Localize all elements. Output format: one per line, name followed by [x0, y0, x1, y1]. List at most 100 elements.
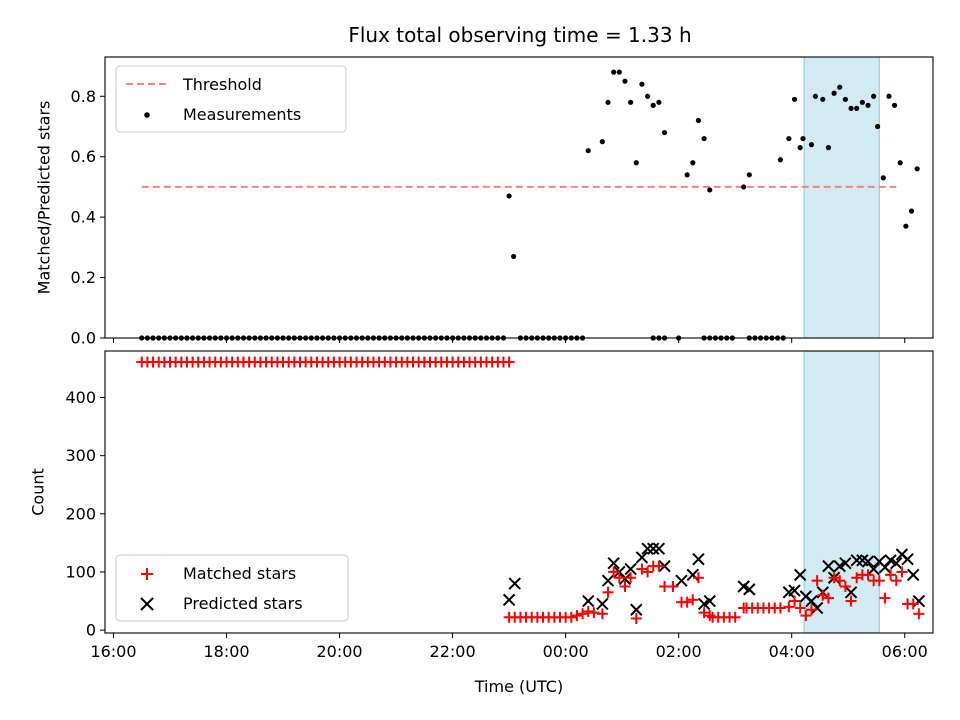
- matched-star-point: [636, 563, 648, 575]
- measurement-point: [908, 208, 915, 214]
- matched-star-point: [602, 586, 614, 598]
- predicted-star-point: [788, 584, 801, 597]
- matched-star-point: [896, 566, 908, 578]
- matched-star-point: [571, 610, 583, 622]
- predicted-star-point: [907, 568, 920, 582]
- y-tick-label: 400: [65, 388, 96, 407]
- matched-star-point: [681, 596, 693, 608]
- ratio-legend-box: [115, 65, 347, 133]
- x-tick-label: 00:00: [543, 642, 589, 661]
- measurement-point: [684, 172, 690, 178]
- matched-star-point: [774, 602, 786, 614]
- measurement-point: [701, 135, 707, 142]
- measurement-point: [644, 93, 651, 99]
- measurement-point: [695, 117, 702, 124]
- matched-star-point: [704, 610, 716, 622]
- matched-star-point: [577, 608, 589, 620]
- matched-star-point: [608, 566, 620, 578]
- measurement-point: [854, 105, 860, 111]
- y-tick-label: 0.8: [71, 87, 96, 106]
- predicted-star-point: [652, 542, 666, 555]
- matched-star-point: [913, 608, 925, 620]
- predicted-star-point: [793, 568, 807, 582]
- matched-star-point: [811, 575, 823, 587]
- matched-star-point: [582, 605, 594, 617]
- predicted-star-point: [630, 603, 643, 616]
- measurement-point: [786, 135, 792, 142]
- matched-star-point: [698, 607, 710, 619]
- matched-star-point: [738, 602, 750, 614]
- count-legend: Matched stars Predicted stars: [115, 554, 349, 622]
- matched-legend-swatch: [141, 568, 153, 580]
- measurement-point: [656, 99, 662, 105]
- matched-star-point: [783, 601, 795, 613]
- y-tick-label: 0.4: [71, 208, 96, 227]
- matched-star-point: [890, 575, 902, 587]
- measurement-point: [859, 99, 865, 105]
- observing-window-span: [803, 56, 880, 339]
- predicted-star-point: [607, 557, 620, 570]
- count-panel: 0 100 200 300 400 16:00 18:00 20:00 22:00 00:00 0…: [29, 350, 934, 696]
- x-tick-label: 22:00: [430, 642, 476, 661]
- measurement-point: [628, 99, 634, 105]
- matched-star-point: [503, 356, 515, 368]
- y-tick-label: 0.0: [71, 329, 96, 348]
- measurement-point: [633, 160, 639, 166]
- predicted-star-point: [601, 574, 615, 587]
- predicted-star-point: [839, 557, 852, 570]
- matched-star-point: [805, 604, 817, 616]
- measurement-point: [599, 139, 605, 145]
- x-tick-label: 02:00: [656, 642, 702, 661]
- predicted-legend-swatch: [140, 597, 154, 611]
- measurement-point: [800, 135, 806, 142]
- predicted-star-point: [867, 562, 880, 576]
- matched-star-point: [687, 594, 699, 606]
- x-tick-label: 04:00: [769, 642, 815, 661]
- predicted-star-point: [844, 586, 858, 599]
- measurements-legend-swatch: [144, 112, 150, 118]
- predicted-star-point: [861, 555, 875, 568]
- predicted-star-point: [703, 594, 716, 608]
- predicted-star-point: [641, 542, 654, 555]
- matched-star-point: [817, 589, 829, 601]
- ratio-y-axis-label: Matched/Predicted stars: [35, 101, 54, 295]
- measurement-point: [690, 160, 696, 166]
- measurement-point: [777, 157, 783, 163]
- measurement-point: [831, 90, 837, 96]
- predicted-star-point: [596, 597, 609, 611]
- matched-star-point: [794, 602, 806, 614]
- measurement-point: [741, 184, 747, 190]
- matched-star-point: [642, 566, 654, 578]
- predicted-star-point: [901, 552, 914, 566]
- x-tick-label: 06:00: [882, 642, 928, 661]
- predicted-star-point: [890, 557, 903, 570]
- predicted-star-point: [508, 577, 521, 590]
- measurement-point: [848, 105, 854, 111]
- matched-star-point: [800, 610, 812, 622]
- x-tick-label: 18:00: [203, 642, 249, 661]
- measurement-point: [812, 93, 819, 99]
- matched-star-point: [667, 580, 679, 592]
- measurement-point: [506, 193, 512, 199]
- measurement-point: [903, 223, 909, 229]
- measurement-point: [622, 78, 628, 84]
- matched-star-point: [885, 569, 897, 581]
- measurement-point: [797, 145, 803, 151]
- matched-star-point: [619, 580, 631, 592]
- measurement-point: [865, 102, 871, 108]
- predicted-star-point: [658, 559, 671, 573]
- predicted-star-point: [582, 594, 595, 608]
- predicted-star-point: [618, 572, 632, 586]
- measurement-point: [585, 148, 591, 154]
- predicted-star-point: [647, 542, 660, 555]
- matched-star-point: [839, 580, 851, 592]
- measurement-point: [891, 102, 898, 108]
- measurement-point: [707, 187, 713, 193]
- matched-star-point: [879, 592, 891, 604]
- ratio-legend: Threshold Measurements: [115, 65, 347, 133]
- matched-star-point: [822, 592, 834, 604]
- threshold-legend-label: Threshold: [182, 75, 262, 94]
- predicted-star-point: [635, 551, 649, 564]
- predicted-star-point: [624, 562, 637, 576]
- measurement-point: [837, 84, 843, 90]
